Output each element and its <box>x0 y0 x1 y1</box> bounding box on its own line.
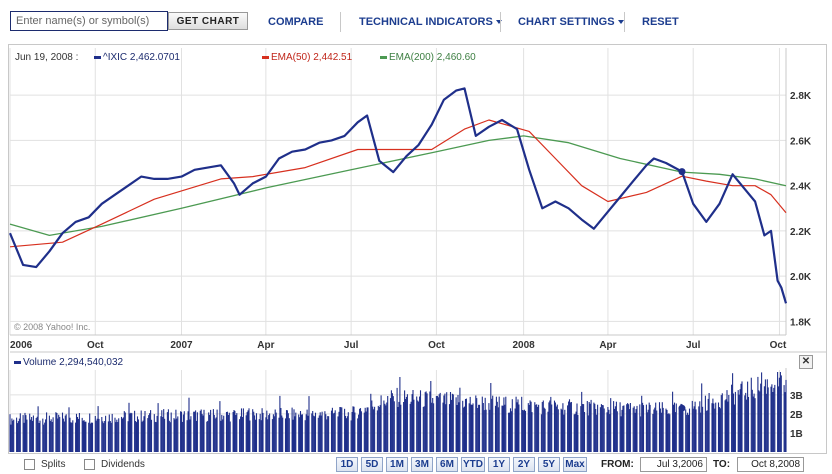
price-series-group <box>8 87 788 304</box>
crosshair-marker <box>678 168 686 176</box>
range-button-5y[interactable]: 5Y <box>538 457 560 472</box>
to-label: TO: <box>713 459 731 470</box>
range-button-max[interactable]: Max <box>563 457 587 472</box>
technical-indicators-menu[interactable]: TECHNICAL INDICATORS <box>359 16 502 28</box>
range-button-3m[interactable]: 3M <box>411 457 433 472</box>
series-line-ema200 <box>9 135 787 237</box>
legend-ema200: EMA(200) 2,460.60 <box>380 52 476 63</box>
price-grid <box>9 48 786 452</box>
legend-swatch-icon <box>380 55 387 59</box>
volume-tick-label: 1B <box>790 429 803 440</box>
time-tick-label: 2006 <box>10 340 33 351</box>
splits-checkbox[interactable] <box>24 459 35 470</box>
legend-symbol: ^IXIC 2,462.0701 <box>94 52 180 63</box>
legend-ema50: EMA(50) 2,442.51 <box>262 52 352 63</box>
compare-menu[interactable]: COMPARE <box>268 16 324 28</box>
dividends-label: Dividends <box>101 459 145 470</box>
volume-label: Volume <box>23 357 57 368</box>
time-tick-label: Apr <box>257 340 274 351</box>
legend-symbol-value: 2,462.0701 <box>129 52 180 63</box>
legend-swatch-icon <box>94 55 101 59</box>
range-button-1m[interactable]: 1M <box>386 457 408 472</box>
legend-date: Jun 19, 2008 : <box>15 52 79 63</box>
series-line-ixic <box>8 87 788 304</box>
bottom-bar: Splits Dividends 1D 5D 1M 3M 6M YTD 1Y 2Y 5Y Max … <box>0 454 832 474</box>
volume-marker <box>678 404 686 412</box>
price-tick-label: 2.0K <box>790 272 812 283</box>
legend-ema50-value: 2,442.51 <box>313 52 353 63</box>
reset-button[interactable]: RESET <box>642 16 679 28</box>
toolbar: GET CHART COMPARE TECHNICAL INDICATORS C… <box>0 0 832 44</box>
time-tick-label: 2007 <box>170 340 193 351</box>
from-label: FROM: <box>601 459 634 470</box>
legend-swatch-icon <box>262 55 269 59</box>
range-button-1d[interactable]: 1D <box>336 457 358 472</box>
price-y-axis: 1.8K 2.0K 2.2K 2.4K 2.6K 2.8K <box>10 48 826 353</box>
technical-indicators-label: TECHNICAL INDICATORS <box>359 16 493 28</box>
legend-ema50-label: EMA(50) <box>271 52 311 63</box>
range-button-ytd[interactable]: YTD <box>461 457 485 472</box>
time-tick-label: Jul <box>344 340 359 351</box>
chart-settings-menu[interactable]: CHART SETTINGS <box>518 16 624 28</box>
to-date-input[interactable] <box>737 457 804 472</box>
splits-label: Splits <box>41 459 66 470</box>
toolbar-divider <box>340 12 341 32</box>
price-tick-label: 2.6K <box>790 136 812 147</box>
toolbar-divider <box>624 12 625 32</box>
time-x-axis: 2006 Oct 2007 Apr Jul Oct 2008 Apr Jul Oct <box>10 340 787 351</box>
legend-swatch-icon <box>14 360 21 364</box>
get-chart-button[interactable]: GET CHART <box>168 12 248 30</box>
time-tick-label: 2008 <box>512 340 535 351</box>
range-button-5d[interactable]: 5D <box>361 457 383 472</box>
close-icon[interactable]: ✕ <box>799 355 813 369</box>
price-tick-label: 2.8K <box>790 91 812 102</box>
time-tick-label: Apr <box>599 340 616 351</box>
legend-ema200-value: 2,460.60 <box>436 52 476 63</box>
time-tick-label: Oct <box>87 340 104 351</box>
series-line-ema50 <box>9 119 787 248</box>
chevron-down-icon <box>617 20 624 25</box>
price-tick-label: 2.2K <box>790 227 812 238</box>
price-tick-label: 2.4K <box>790 182 812 193</box>
chart-settings-label: CHART SETTINGS <box>518 16 615 28</box>
volume-tick-label: 3B <box>790 391 803 402</box>
from-date-input[interactable] <box>640 457 707 472</box>
time-tick-label: Oct <box>428 340 445 351</box>
symbol-search-input[interactable] <box>10 11 168 31</box>
volume-value: 2,294,540,032 <box>59 357 124 368</box>
legend-ema200-label: EMA(200) <box>389 52 435 63</box>
chart-frame <box>8 44 827 454</box>
range-button-6m[interactable]: 6M <box>436 457 458 472</box>
volume-y-axis: 1B 2B 3B <box>785 368 803 452</box>
volume-tick-label: 2B <box>790 410 803 421</box>
time-tick-label: Oct <box>770 340 787 351</box>
volume-legend: Volume 2,294,540,032 <box>14 357 123 368</box>
dividends-checkbox[interactable] <box>84 459 95 470</box>
copyright-text: © 2008 Yahoo! Inc. <box>14 322 91 332</box>
price-tick-label: 1.8K <box>790 317 812 328</box>
time-tick-label: Jul <box>686 340 701 351</box>
chevron-down-icon <box>495 20 502 25</box>
volume-bars-group <box>9 372 787 452</box>
legend-symbol-name: ^IXIC <box>103 52 128 63</box>
range-button-1y[interactable]: 1Y <box>488 457 510 472</box>
toolbar-divider <box>500 12 501 32</box>
range-button-2y[interactable]: 2Y <box>513 457 535 472</box>
